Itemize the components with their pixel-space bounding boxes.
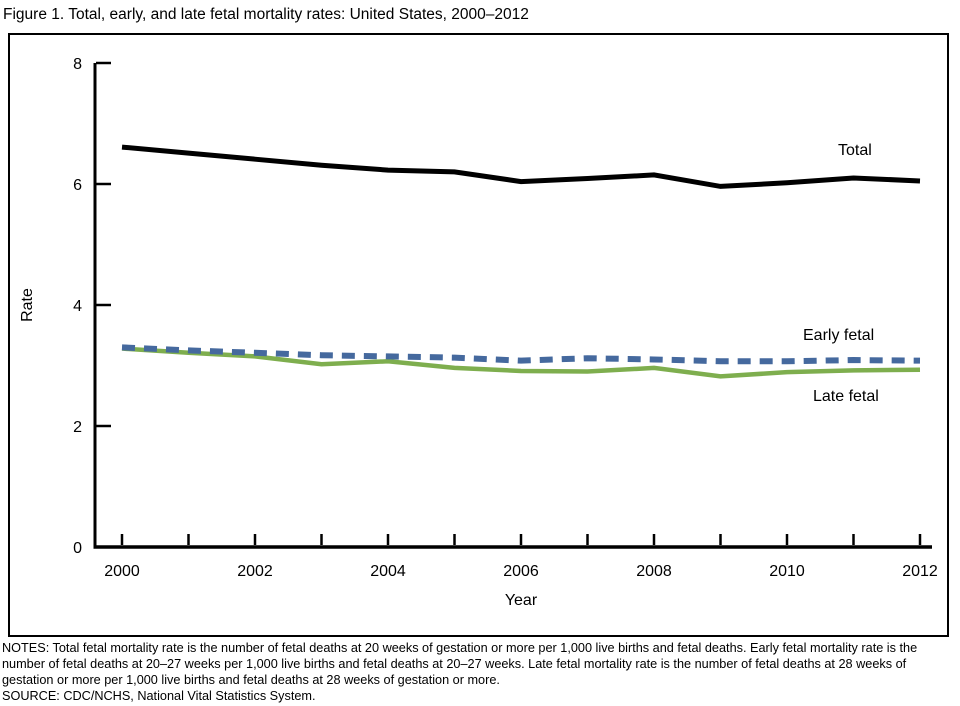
source-text: SOURCE: CDC/NCHS, National Vital Statist…	[2, 689, 316, 703]
y-axis-title: Rate	[19, 288, 36, 322]
x-axis-tick-label: 2002	[237, 563, 273, 580]
notes-text: NOTES: Total fetal mortality rate is the…	[2, 641, 918, 687]
x-axis-tick-label: 2008	[636, 563, 672, 580]
series-line-total	[121, 144, 921, 189]
series-label-late-fetal: Late fetal	[813, 388, 879, 405]
x-axis-tick-label: 2006	[503, 563, 539, 580]
y-axis-tick-label: 2	[73, 419, 82, 436]
series-label-early-fetal: Early fetal	[803, 327, 875, 344]
y-axis-tick-label: 6	[73, 177, 82, 194]
series-line-early-fetal	[121, 344, 921, 365]
x-axis-tick-label: 2012	[902, 563, 938, 580]
x-axis-tick-label: 2004	[370, 563, 406, 580]
line-chart: 0 2 4 6 8 2000 2002 2004 2006 2008 2010 2012 Rate Yea…	[19, 56, 938, 609]
y-axis-tick-label: 8	[73, 56, 82, 73]
series-line-late-fetal	[121, 346, 921, 379]
x-axis-title: Year	[505, 592, 538, 609]
x-axis-tick-label: 2010	[769, 563, 805, 580]
figure-title: Figure 1. Total, early, and late fetal m…	[3, 6, 529, 23]
x-axis-tick-label: 2000	[104, 563, 140, 580]
y-axis-tick-label: 0	[73, 540, 82, 557]
chart-frame: 0 2 4 6 8 2000 2002 2004 2006 2008 2010 2012 Rate Yea…	[8, 33, 949, 637]
figure-notes-block: NOTES: Total fetal mortality rate is the…	[2, 640, 958, 704]
y-axis-tick-label: 4	[73, 298, 82, 315]
series-label-total: Total	[838, 142, 872, 159]
